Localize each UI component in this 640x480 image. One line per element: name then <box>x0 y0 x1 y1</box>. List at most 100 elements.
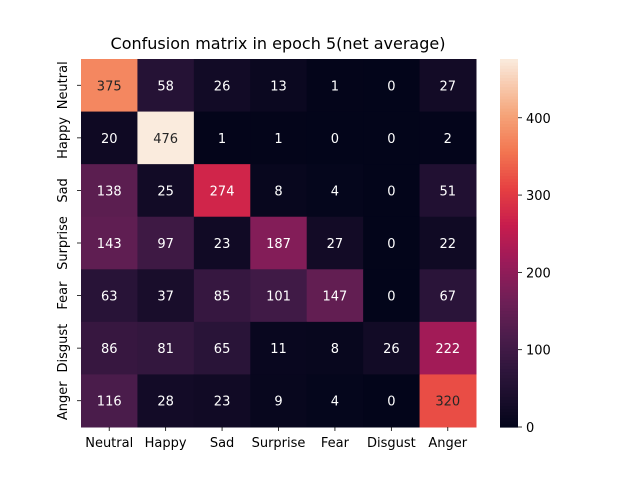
heatmap-cell <box>250 321 308 375</box>
colorbar-segment <box>500 249 518 253</box>
heatmap-cell <box>193 111 251 165</box>
colorbar-segment <box>500 316 518 321</box>
colorbar-segment <box>500 371 518 376</box>
colorbar-segment <box>500 243 518 247</box>
colorbar-segment <box>500 313 518 318</box>
colorbar-segment <box>500 417 518 422</box>
colorbar-segment <box>500 163 518 167</box>
colorbar-segment <box>500 108 518 112</box>
colorbar-segment <box>500 160 518 164</box>
cell-value-label: 26 <box>214 79 231 94</box>
colorbar-segment <box>500 319 518 324</box>
colorbar-segment <box>500 344 518 348</box>
colorbar-segment <box>500 62 518 66</box>
heatmap-cell <box>419 164 477 218</box>
colorbar-segment <box>500 197 518 201</box>
colorbar-segment <box>500 384 518 388</box>
heatmap-cell <box>250 59 308 113</box>
colorbar-segment <box>500 206 518 210</box>
colorbar-segment <box>500 114 518 118</box>
colorbar-segment <box>500 246 518 250</box>
cell-value-label: 8 <box>331 342 339 357</box>
colorbar-segment <box>500 147 518 152</box>
x-tick-label: Fear <box>321 436 350 451</box>
cell-value-label: 20 <box>101 132 118 147</box>
cell-value-label: 0 <box>331 132 339 147</box>
cell-value-label: 1 <box>274 132 282 147</box>
colorbar-segment <box>500 230 518 235</box>
colorbar-segment <box>500 120 518 124</box>
cell-value-label: 138 <box>97 184 122 199</box>
heatmap-cell <box>363 164 421 218</box>
colorbar-segment <box>500 289 518 293</box>
cell-value-label: 11 <box>270 342 287 357</box>
heatmap-cell <box>363 216 421 270</box>
cell-value-label: 2 <box>444 132 452 147</box>
colorbar-segment <box>500 353 518 358</box>
colorbar-segment <box>500 80 518 85</box>
colorbar-segment <box>500 117 518 121</box>
colorbar-segment <box>500 356 518 361</box>
heatmap-cell <box>250 374 308 428</box>
colorbar-segment <box>500 414 518 419</box>
cell-value-label: 0 <box>387 237 395 252</box>
colorbar-segment <box>500 187 518 192</box>
cell-value-label: 8 <box>274 184 282 199</box>
x-tick-label: Sad <box>210 436 234 451</box>
colorbar-segment <box>500 181 518 186</box>
colorbar-segment <box>500 264 518 269</box>
colorbar-segment <box>500 184 518 189</box>
colorbar-segment <box>500 227 518 232</box>
colorbar-segment <box>500 95 518 100</box>
colorbar-segment <box>500 408 518 413</box>
colorbar-tick-label: 100 <box>526 344 551 359</box>
heatmap-cell <box>81 374 138 428</box>
heatmap-cell <box>363 321 421 375</box>
heatmap-cell <box>363 269 421 323</box>
heatmap-cell <box>419 374 477 428</box>
y-tick-label: Happy <box>56 117 71 159</box>
colorbar-segment <box>500 374 518 379</box>
cell-value-label: 65 <box>214 342 231 357</box>
heatmap-cell <box>193 374 251 428</box>
cell-value-label: 27 <box>440 79 457 94</box>
colorbar-segment <box>500 157 518 161</box>
colorbar-segment <box>500 111 518 115</box>
colorbar-segment <box>500 285 518 290</box>
colorbar-segment <box>500 212 518 216</box>
x-axis: Neutral Happy Sad Surprise Fear Disgust Anger <box>85 427 468 451</box>
colorbar-segment <box>500 200 518 204</box>
cell-value-label: 13 <box>270 79 287 94</box>
colorbar-segment <box>500 301 518 305</box>
cell-value-label: 4 <box>331 184 339 199</box>
colorbar: 0 100 200 300 400 <box>500 59 551 436</box>
colorbar-segment <box>500 154 518 158</box>
colorbar-segment <box>500 362 518 367</box>
cell-value-label: 0 <box>387 290 395 305</box>
cell-value-label: 187 <box>266 237 291 252</box>
heatmap-cell <box>137 216 195 270</box>
colorbar-segment <box>500 166 518 170</box>
colorbar-segment <box>500 359 518 364</box>
colorbar-segment <box>500 270 518 275</box>
heatmap-cell <box>81 216 138 270</box>
chart-title: Confusion matrix in epoch 5(net average) <box>111 34 446 53</box>
x-tick-label: Surprise <box>252 436 306 451</box>
y-tick-label: Fear <box>56 281 71 310</box>
colorbar-segment <box>500 267 518 272</box>
cell-value-label: 1 <box>331 79 339 94</box>
colorbar-segment <box>500 322 518 327</box>
heatmap-cell <box>250 269 308 323</box>
y-tick-label: Surprise <box>56 216 71 270</box>
heatmap-cell <box>137 59 195 113</box>
colorbar-segment <box>500 233 518 238</box>
y-tick-label: Anger <box>56 381 71 420</box>
colorbar-segment <box>500 65 518 69</box>
heatmap-cell <box>250 164 308 218</box>
cell-value-label: 81 <box>157 342 174 357</box>
cell-value-label: 9 <box>274 395 282 410</box>
cell-value-label: 27 <box>327 237 344 252</box>
y-tick-label: Neutral <box>56 61 71 109</box>
heatmap-cell <box>193 59 251 113</box>
colorbar-segment <box>500 347 518 351</box>
